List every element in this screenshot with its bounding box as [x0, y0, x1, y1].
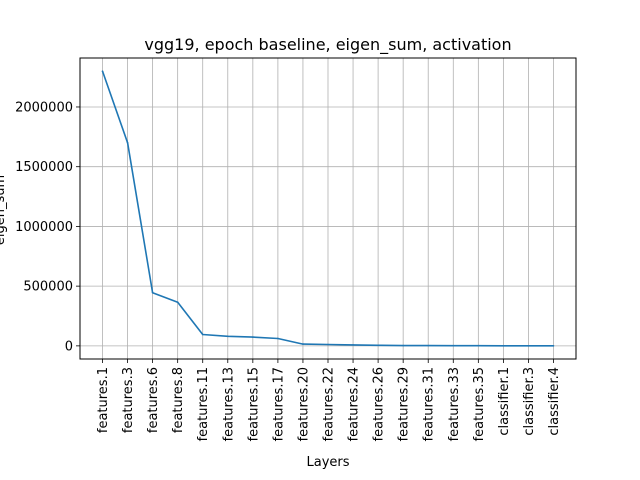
y-axis-label: eigen_sum — [0, 175, 8, 245]
x-tick-label: features.17 — [271, 367, 286, 441]
x-tick-label: features.6 — [146, 367, 161, 433]
data-point — [552, 345, 555, 347]
data-point — [477, 344, 480, 347]
y-tick-label: 500000 — [23, 280, 73, 295]
x-tick-label: features.13 — [221, 367, 236, 441]
data-point — [252, 336, 254, 338]
x-tick-label: classifier.1 — [497, 367, 512, 436]
x-tick-label: features.24 — [347, 367, 362, 441]
x-tick-label: features.20 — [296, 367, 311, 441]
x-tick-label: features.31 — [422, 367, 437, 441]
x-tick-label: features.26 — [372, 367, 387, 441]
x-tick-label: features.3 — [121, 367, 136, 433]
data-point — [201, 333, 204, 336]
data-point — [527, 344, 530, 347]
x-axis-ticks: features.1 features.3 features.6 features.8… — [96, 359, 562, 441]
x-tick-label: features.29 — [397, 367, 412, 441]
data-point — [151, 291, 154, 294]
x-tick-label: features.22 — [322, 367, 337, 441]
y-tick-label: 2000000 — [15, 100, 73, 115]
data-point — [352, 344, 354, 346]
data-point — [302, 343, 304, 345]
data-point — [226, 335, 229, 338]
data-point — [327, 343, 329, 346]
x-tick-label: classifier.3 — [522, 367, 537, 436]
y-tick-label: 1000000 — [15, 220, 73, 235]
data-point — [277, 337, 279, 340]
y-tick-label: 0 — [65, 339, 73, 354]
x-tick-label: features.15 — [246, 367, 261, 441]
data-point — [101, 70, 104, 72]
data-point — [126, 142, 129, 144]
series-line-layer — [101, 70, 555, 347]
chart-title: vgg19, epoch baseline, eigen_sum, activa… — [144, 35, 511, 55]
x-tick-label: features.8 — [171, 367, 186, 433]
x-tick-label: features.35 — [472, 367, 487, 441]
data-point — [377, 344, 379, 347]
data-point — [427, 344, 430, 347]
x-tick-label: features.1 — [96, 367, 111, 433]
x-tick-label: features.11 — [196, 367, 211, 441]
data-point — [502, 344, 505, 347]
grid — [80, 58, 576, 359]
x-axis-label: Layers — [306, 455, 349, 470]
data-point — [402, 344, 404, 347]
data-point — [176, 301, 179, 304]
y-axis-ticks: 0 500000 1000000 1500000 2000000 — [15, 100, 80, 354]
data-point — [452, 344, 455, 347]
x-tick-label: classifier.4 — [547, 367, 562, 436]
x-tick-label: features.33 — [447, 367, 462, 441]
y-tick-label: 1500000 — [15, 160, 73, 175]
